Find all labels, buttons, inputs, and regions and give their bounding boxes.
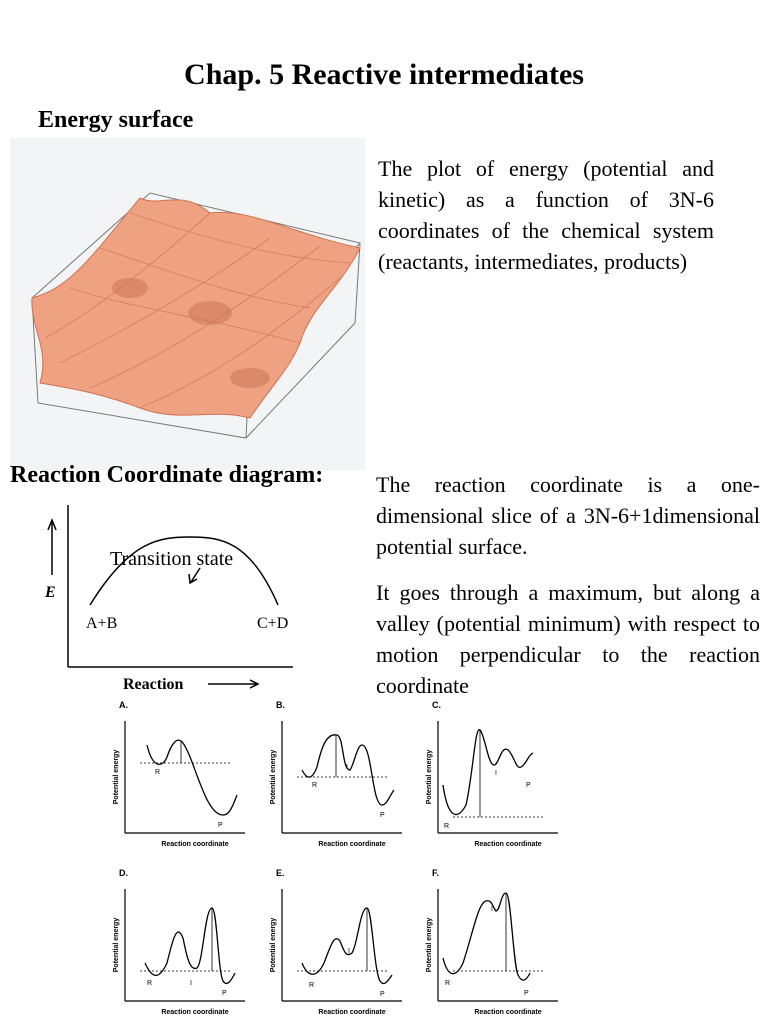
point-label: R [445, 980, 450, 987]
label: A+B [86, 615, 117, 632]
point-label: I [348, 948, 350, 955]
profile-panel: B. Potential energy Reaction coordinate R I P [270, 700, 402, 848]
energy-curve [301, 734, 395, 806]
panel-label: A. [119, 700, 128, 710]
point-label: P [222, 990, 227, 997]
panel-label: C. [432, 700, 441, 710]
axis-label: Reaction coordinate [474, 1009, 541, 1016]
axis-label: E [44, 584, 56, 601]
axis-label: Potential energy [270, 918, 277, 973]
point-label: I [495, 770, 497, 777]
point-label: P [218, 822, 223, 829]
point-label: R [312, 782, 317, 789]
title: Chap. 5 Reactive intermediates [184, 58, 584, 91]
paragraph: The reaction coordinate is a one-dimensi… [376, 472, 760, 559]
panel-label: E. [276, 868, 285, 878]
point-label: I [491, 906, 493, 913]
panel-label: B. [276, 700, 285, 710]
axis-label: Reaction coordinate [161, 841, 228, 848]
label: C+D [257, 615, 288, 632]
paragraph: It goes through a maximum, but along a v… [376, 580, 760, 698]
axis-label: Potential energy [113, 918, 120, 973]
axis-label: Potential energy [113, 750, 120, 805]
profile-panel: A. Potential energy Reaction coordinate R P [113, 700, 245, 848]
axis-label: Reaction [123, 676, 184, 693]
energy-curve [146, 739, 238, 816]
panel-label: F. [432, 868, 439, 878]
point-label: I [190, 980, 192, 987]
label: Transition state [110, 548, 233, 570]
point-label: P [380, 812, 385, 819]
point-label: R [309, 982, 314, 989]
energy-curve [301, 907, 393, 985]
energy-curve [144, 907, 236, 985]
point-label: P [526, 782, 531, 789]
profile-panel: D. Potential energy Reaction coordinate R I P [113, 868, 245, 1016]
energy-curve [442, 892, 531, 981]
heading: Energy surface [38, 107, 194, 133]
profile-panel: C. Potential energy Reaction coordinate R I P [426, 700, 558, 848]
point-label: P [380, 991, 385, 998]
profile-panel: F. Potential energy Reaction coordinate R I P [426, 868, 558, 1016]
point-label: P [524, 990, 529, 997]
axis-label: Reaction coordinate [318, 1009, 385, 1016]
profile-panel: E. Potential energy Reaction coordinate R I P [270, 868, 402, 1016]
axis-label: Reaction coordinate [161, 1009, 228, 1016]
panel-label: D. [119, 868, 128, 878]
paragraph: The plot of energy (potential and kineti… [378, 156, 714, 274]
energy-surface-image [10, 138, 365, 470]
axis-label: Potential energy [426, 918, 433, 973]
point-label: R [155, 769, 160, 776]
axis-label: Potential energy [270, 750, 277, 805]
point-label: R [444, 823, 449, 830]
point-label: R [147, 980, 152, 987]
axis-label: Reaction coordinate [318, 841, 385, 848]
axis-label: Potential energy [426, 750, 433, 805]
point-label: I [346, 764, 348, 771]
heading: Reaction Coordinate diagram: [10, 462, 324, 488]
energy-curve [442, 729, 534, 816]
reaction-diagram: Transition state E A+B C+D Reaction [44, 505, 293, 693]
axis-label: Reaction coordinate [474, 841, 541, 848]
